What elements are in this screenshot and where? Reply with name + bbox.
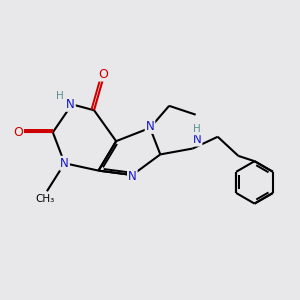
Text: O: O [13, 126, 23, 139]
Text: N: N [60, 157, 69, 170]
Text: H: H [56, 91, 64, 101]
Text: O: O [98, 68, 108, 80]
Text: N: N [193, 133, 202, 146]
Text: CH₃: CH₃ [36, 194, 55, 205]
Text: H: H [193, 124, 201, 134]
Text: N: N [146, 120, 154, 133]
Text: N: N [66, 98, 75, 111]
Text: N: N [128, 170, 137, 183]
